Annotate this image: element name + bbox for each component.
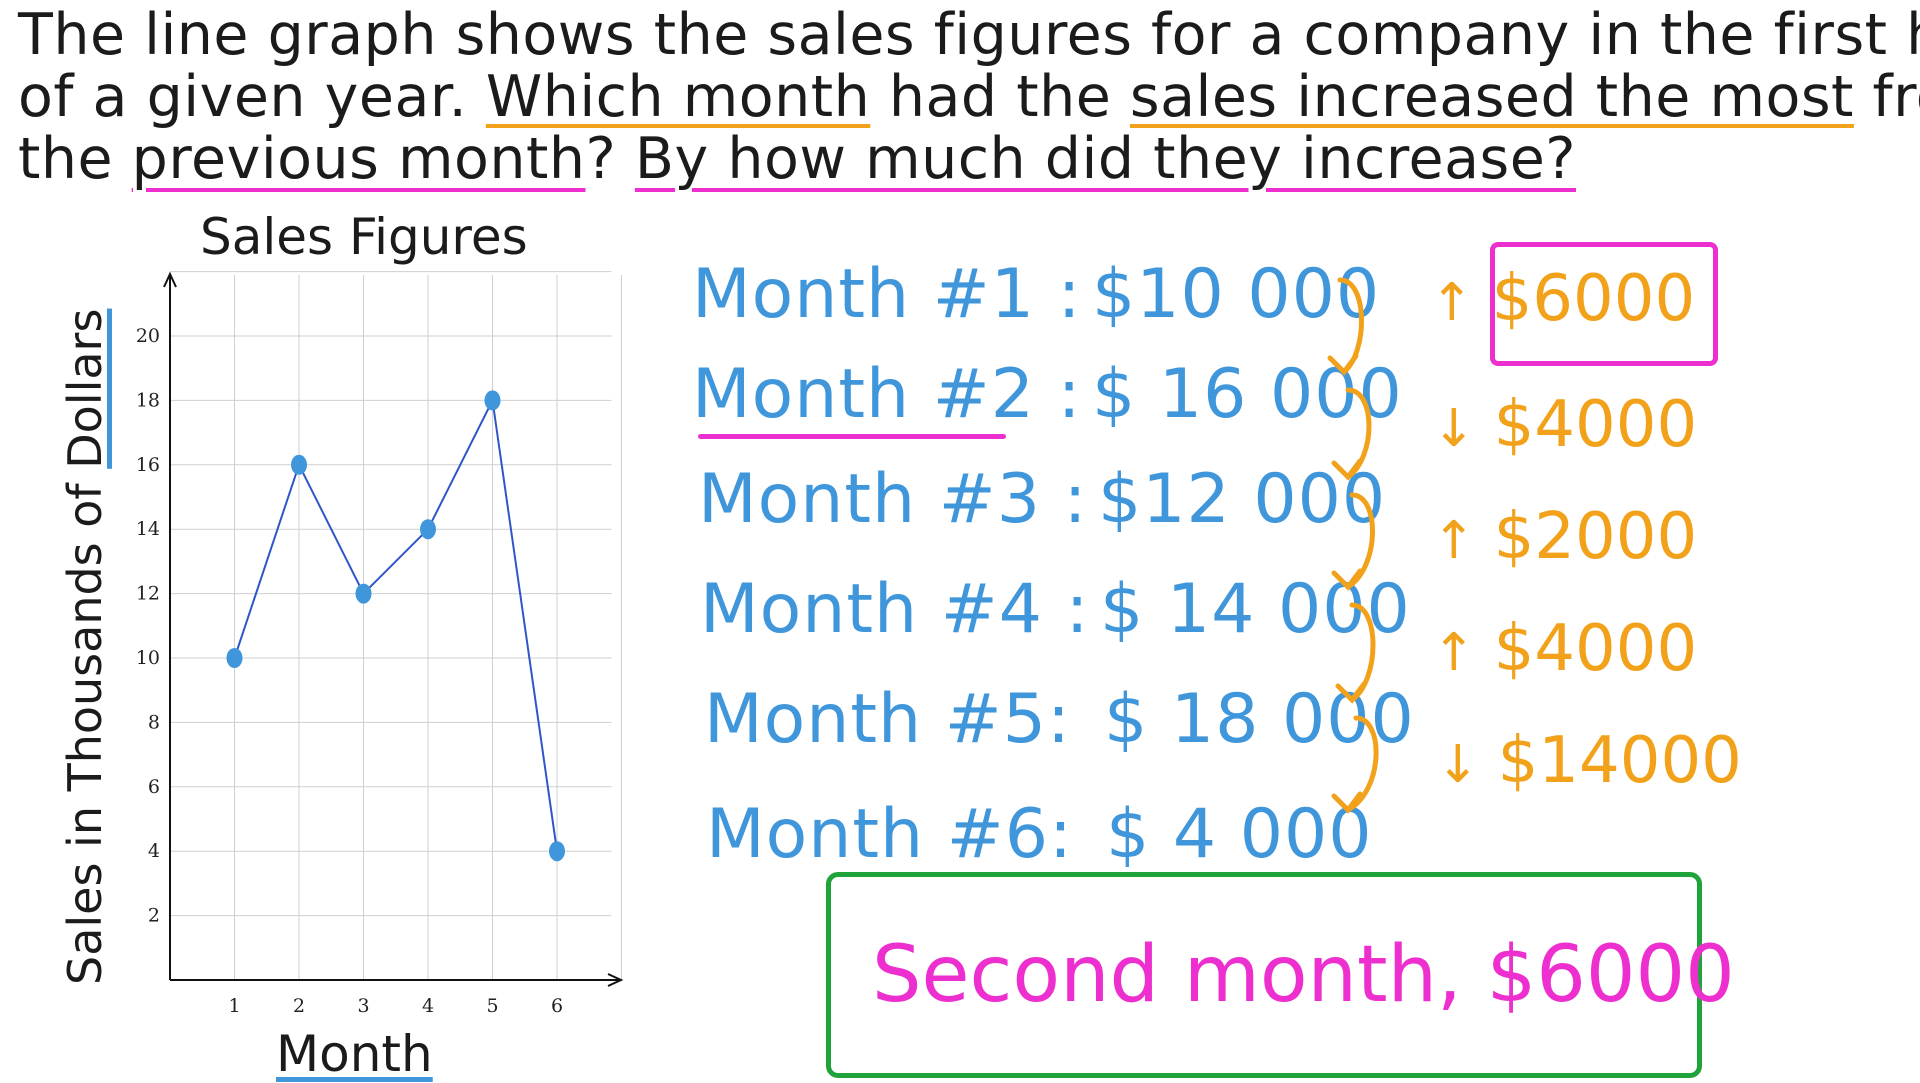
question-line-3-c: ? bbox=[585, 126, 635, 192]
month-label: Month #5: bbox=[704, 680, 1071, 759]
month-2-underline bbox=[698, 434, 1006, 439]
question-line-2-e: from bbox=[1872, 64, 1920, 130]
answer-box bbox=[826, 872, 1702, 1078]
arrow-head-icon bbox=[1331, 568, 1363, 591]
x-tick-label: 5 bbox=[486, 995, 498, 1017]
question-line-2-a: of a given year. bbox=[18, 64, 486, 130]
month-value: $ 14 000 bbox=[1100, 570, 1411, 649]
x-axis-label: Month bbox=[276, 1025, 433, 1083]
data-point bbox=[420, 519, 436, 540]
month-row: Month #6: $ 4 000 bbox=[706, 795, 1373, 874]
difference-row: ↑ $6000 bbox=[1430, 262, 1695, 336]
highlight-previous-month: previous month bbox=[131, 126, 586, 192]
x-axis-arrow bbox=[607, 973, 624, 987]
month-label: Month #3 : bbox=[698, 460, 1088, 539]
difference-amount: $6000 bbox=[1491, 262, 1696, 336]
answer-text: Second month, $6000 bbox=[872, 930, 1735, 1020]
month-label: Month #2 : bbox=[692, 355, 1082, 434]
x-tick-label: 3 bbox=[357, 995, 369, 1017]
y-tick-label: 12 bbox=[136, 583, 160, 605]
difference-row: ↑ $4000 bbox=[1432, 612, 1697, 686]
highlight-which-month: Which month bbox=[485, 64, 871, 130]
data-point bbox=[291, 454, 307, 475]
connector-arrow bbox=[1337, 277, 1364, 375]
x-tick-label: 6 bbox=[551, 995, 563, 1017]
connector-arrow bbox=[1345, 715, 1379, 813]
difference-amount: $4000 bbox=[1493, 612, 1698, 686]
x-tick-label: 4 bbox=[422, 995, 434, 1017]
month-label: Month #6: bbox=[706, 795, 1073, 874]
difference-row: ↑ $2000 bbox=[1432, 500, 1697, 574]
question-text: The line graph shows the sales figures f… bbox=[18, 2, 1920, 190]
y-tick-label: 20 bbox=[136, 325, 160, 347]
month-row: Month #3 : $12 000 bbox=[698, 460, 1386, 539]
question-line-3-a: the bbox=[18, 126, 132, 192]
question-line-1: The line graph shows the sales figures f… bbox=[18, 2, 1920, 68]
difference-amount: $4000 bbox=[1493, 388, 1698, 462]
arrow-head-icon bbox=[1331, 791, 1363, 814]
y-tick-label: 10 bbox=[136, 647, 160, 669]
y-tick-label: 6 bbox=[148, 776, 160, 798]
sales-line bbox=[233, 397, 558, 852]
y-tick-label: 4 bbox=[148, 840, 160, 862]
month-row: Month #2 : $ 16 000 bbox=[692, 355, 1403, 434]
x-tick-label: 2 bbox=[293, 995, 305, 1017]
difference-row: ↓ $4000 bbox=[1432, 388, 1697, 462]
arrow-down-icon: ↓ bbox=[1436, 735, 1480, 795]
y-tick-label: 8 bbox=[148, 711, 160, 733]
highlight-sales-increased: sales increased the most bbox=[1129, 64, 1854, 130]
question-line-2-c: had the bbox=[870, 64, 1130, 130]
difference-row: ↓ $14000 bbox=[1436, 724, 1742, 798]
arrow-head-icon bbox=[1331, 458, 1363, 481]
data-point bbox=[226, 648, 243, 668]
highlight-how-much: By how much did they increase? bbox=[634, 126, 1577, 192]
month-value: $ 4 000 bbox=[1106, 795, 1373, 874]
y-axis-arrow bbox=[163, 271, 177, 288]
x-tick-label: 1 bbox=[228, 995, 240, 1017]
data-point bbox=[355, 583, 372, 604]
month-row: Month #1 : $10 000 bbox=[692, 255, 1380, 334]
arrow-head-icon bbox=[1335, 681, 1367, 704]
arrow-up-icon: ↑ bbox=[1432, 623, 1476, 683]
data-point bbox=[484, 390, 501, 411]
question-line-2: of a given year. Which month had the sal… bbox=[18, 64, 1920, 130]
question-line-3: the previous month? By how much did they… bbox=[18, 128, 1908, 190]
arrow-head-icon bbox=[1327, 353, 1359, 376]
difference-amount: $14000 bbox=[1497, 724, 1742, 798]
largest-increase-box bbox=[1490, 242, 1718, 366]
month-row: Month #4 : $ 14 000 bbox=[700, 570, 1411, 649]
month-value: $10 000 bbox=[1092, 255, 1381, 334]
y-tick-label: 18 bbox=[136, 389, 160, 411]
difference-amount: $2000 bbox=[1493, 500, 1698, 574]
arrow-up-icon: ↑ bbox=[1430, 273, 1474, 333]
month-label: Month #1 : bbox=[692, 255, 1082, 334]
y-tick-label: 14 bbox=[136, 518, 160, 540]
y-tick-label: 2 bbox=[148, 905, 160, 927]
y-tick-label: 16 bbox=[136, 454, 160, 476]
arrow-down-icon: ↓ bbox=[1432, 399, 1476, 459]
month-value: $12 000 bbox=[1098, 460, 1387, 539]
month-label: Month #4 : bbox=[700, 570, 1090, 649]
data-point bbox=[549, 841, 565, 862]
arrow-up-icon: ↑ bbox=[1432, 511, 1476, 571]
chart-title: Sales Figures bbox=[200, 208, 528, 266]
